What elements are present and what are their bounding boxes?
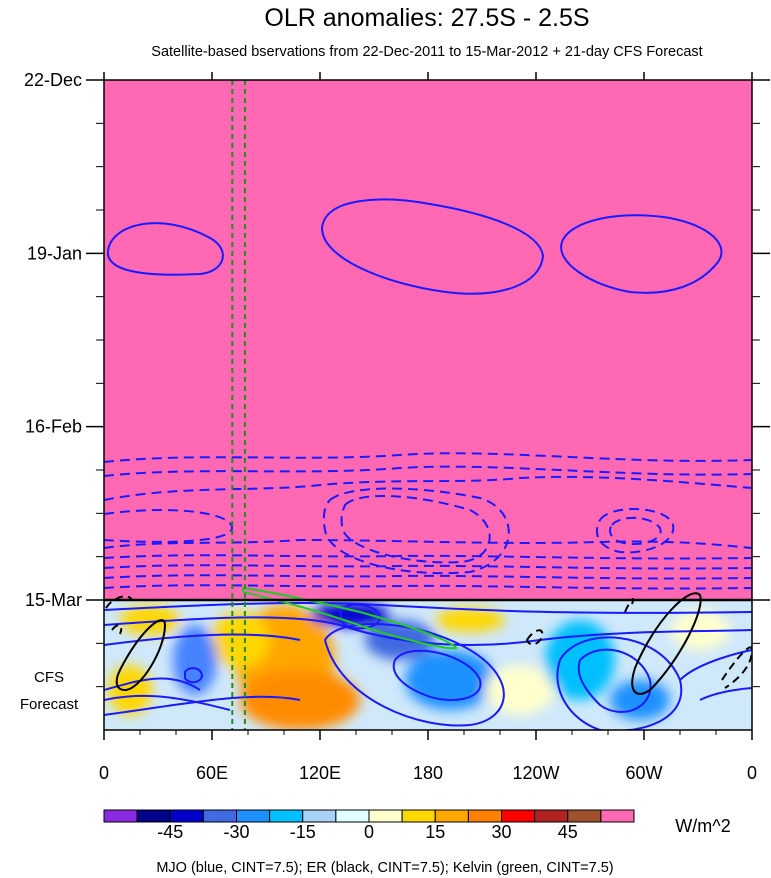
forecast-label-line2: Forecast (20, 696, 79, 713)
mjo-contour (104, 633, 301, 646)
anomaly-blob (210, 612, 270, 668)
mjo-contour (595, 508, 675, 554)
er-contour (111, 624, 123, 635)
mjo-contour (104, 475, 752, 501)
mjo-contour (104, 584, 752, 590)
colorbar-swatch (202, 809, 237, 823)
colorbar-swatch (103, 809, 138, 823)
anomaly-blob (108, 665, 152, 715)
mjo-contour (104, 452, 752, 463)
dashed-longitude-lines (231, 80, 246, 730)
mjo-contour (184, 667, 204, 684)
er-contour (721, 646, 752, 689)
anomaly-blob (310, 603, 390, 627)
x-tick-label: 180 (413, 763, 443, 783)
x-tick-label: 0 (747, 763, 757, 783)
colorbar: -45 -30 -15 0 15 30 45 (103, 809, 635, 842)
colorbar-label: 15 (425, 822, 445, 842)
er-contours (105, 592, 752, 695)
mjo-contours (104, 198, 752, 730)
colorbar-swatch (368, 809, 403, 823)
mjo-contour (104, 574, 752, 580)
mjo-contour (322, 487, 510, 575)
colorbar-label: 45 (558, 822, 578, 842)
anomaly-blob (610, 680, 670, 720)
mjo-contour (106, 222, 224, 276)
mjo-contour (104, 694, 231, 711)
colorbar-label: -45 (157, 822, 183, 842)
y-tick-label: 16-Feb (25, 417, 82, 437)
x-tick-label: 120E (299, 763, 341, 783)
colorbar-swatch (534, 809, 569, 823)
er-contour (115, 619, 167, 692)
mjo-contour (699, 687, 752, 701)
mjo-contour (104, 601, 752, 614)
mjo-contour (560, 214, 723, 294)
colorbar-swatch (335, 809, 370, 823)
colorbar-swatch (434, 809, 469, 823)
er-contour (105, 595, 133, 609)
colorbar-label: 30 (491, 822, 511, 842)
mjo-contour (104, 677, 201, 691)
mjo-contour (104, 509, 234, 543)
er-contour (631, 592, 702, 695)
y-tick-label: 19-Jan (27, 243, 82, 263)
mjo-contour (340, 494, 491, 564)
chart-title: OLR anomalies: 27.5S - 2.5S (264, 4, 589, 32)
anomaly-blob (670, 610, 730, 650)
colorbar-swatch (567, 809, 602, 823)
mjo-contour (104, 695, 301, 716)
colorbar-swatch (236, 809, 271, 823)
x-tick-label: 0 (99, 763, 109, 783)
colorbar-label: -15 (290, 822, 316, 842)
contour-legend: MJO (blue, CINT=7.5); ER (black, CINT=7.… (156, 860, 613, 876)
y-tick-label: 15-Mar (25, 590, 82, 610)
mjo-contour (577, 648, 652, 713)
x-tick-label: 60W (625, 763, 662, 783)
observation-fill (104, 80, 752, 600)
kelvin-contour (242, 586, 458, 650)
y-axis: 22-Dec 19-Jan 16-Feb 15-Mar (24, 70, 770, 688)
colorbar-label: -30 (223, 822, 249, 842)
colorbar-swatch (600, 809, 635, 823)
colorbar-swatch (136, 809, 171, 823)
mjo-contour (323, 623, 505, 727)
mjo-contour (104, 538, 752, 549)
colorbar-swatch (269, 809, 304, 823)
y-tick-label: 22-Dec (24, 70, 82, 90)
x-tick-label: 120W (512, 763, 559, 783)
colorbar-swatch (302, 809, 337, 823)
mjo-contour (556, 636, 683, 730)
colorbar-swatch (501, 809, 536, 823)
mjo-contour (320, 198, 545, 295)
mjo-contour (104, 564, 752, 570)
x-tick-label: 60E (196, 763, 228, 783)
colorbar-swatch (467, 809, 502, 823)
colorbar-swatch (401, 809, 436, 823)
colorbar-units: W/m^2 (675, 816, 730, 836)
mjo-contour (609, 516, 662, 546)
anomaly-blob (435, 608, 505, 632)
mjo-contour (679, 649, 752, 681)
colorbar-label: 0 (364, 822, 374, 842)
x-axis: 0 60E 120E 180 120W 60W 0 (99, 72, 757, 783)
mjo-contour (104, 465, 752, 477)
kelvin-contours (242, 586, 458, 650)
colorbar-swatch (169, 809, 204, 823)
forecast-label-line1: CFS (34, 669, 64, 686)
mjo-contour (104, 554, 752, 560)
chart-subtitle: Satellite-based bservations from 22-Dec-… (151, 44, 702, 60)
mjo-contour (392, 649, 482, 701)
